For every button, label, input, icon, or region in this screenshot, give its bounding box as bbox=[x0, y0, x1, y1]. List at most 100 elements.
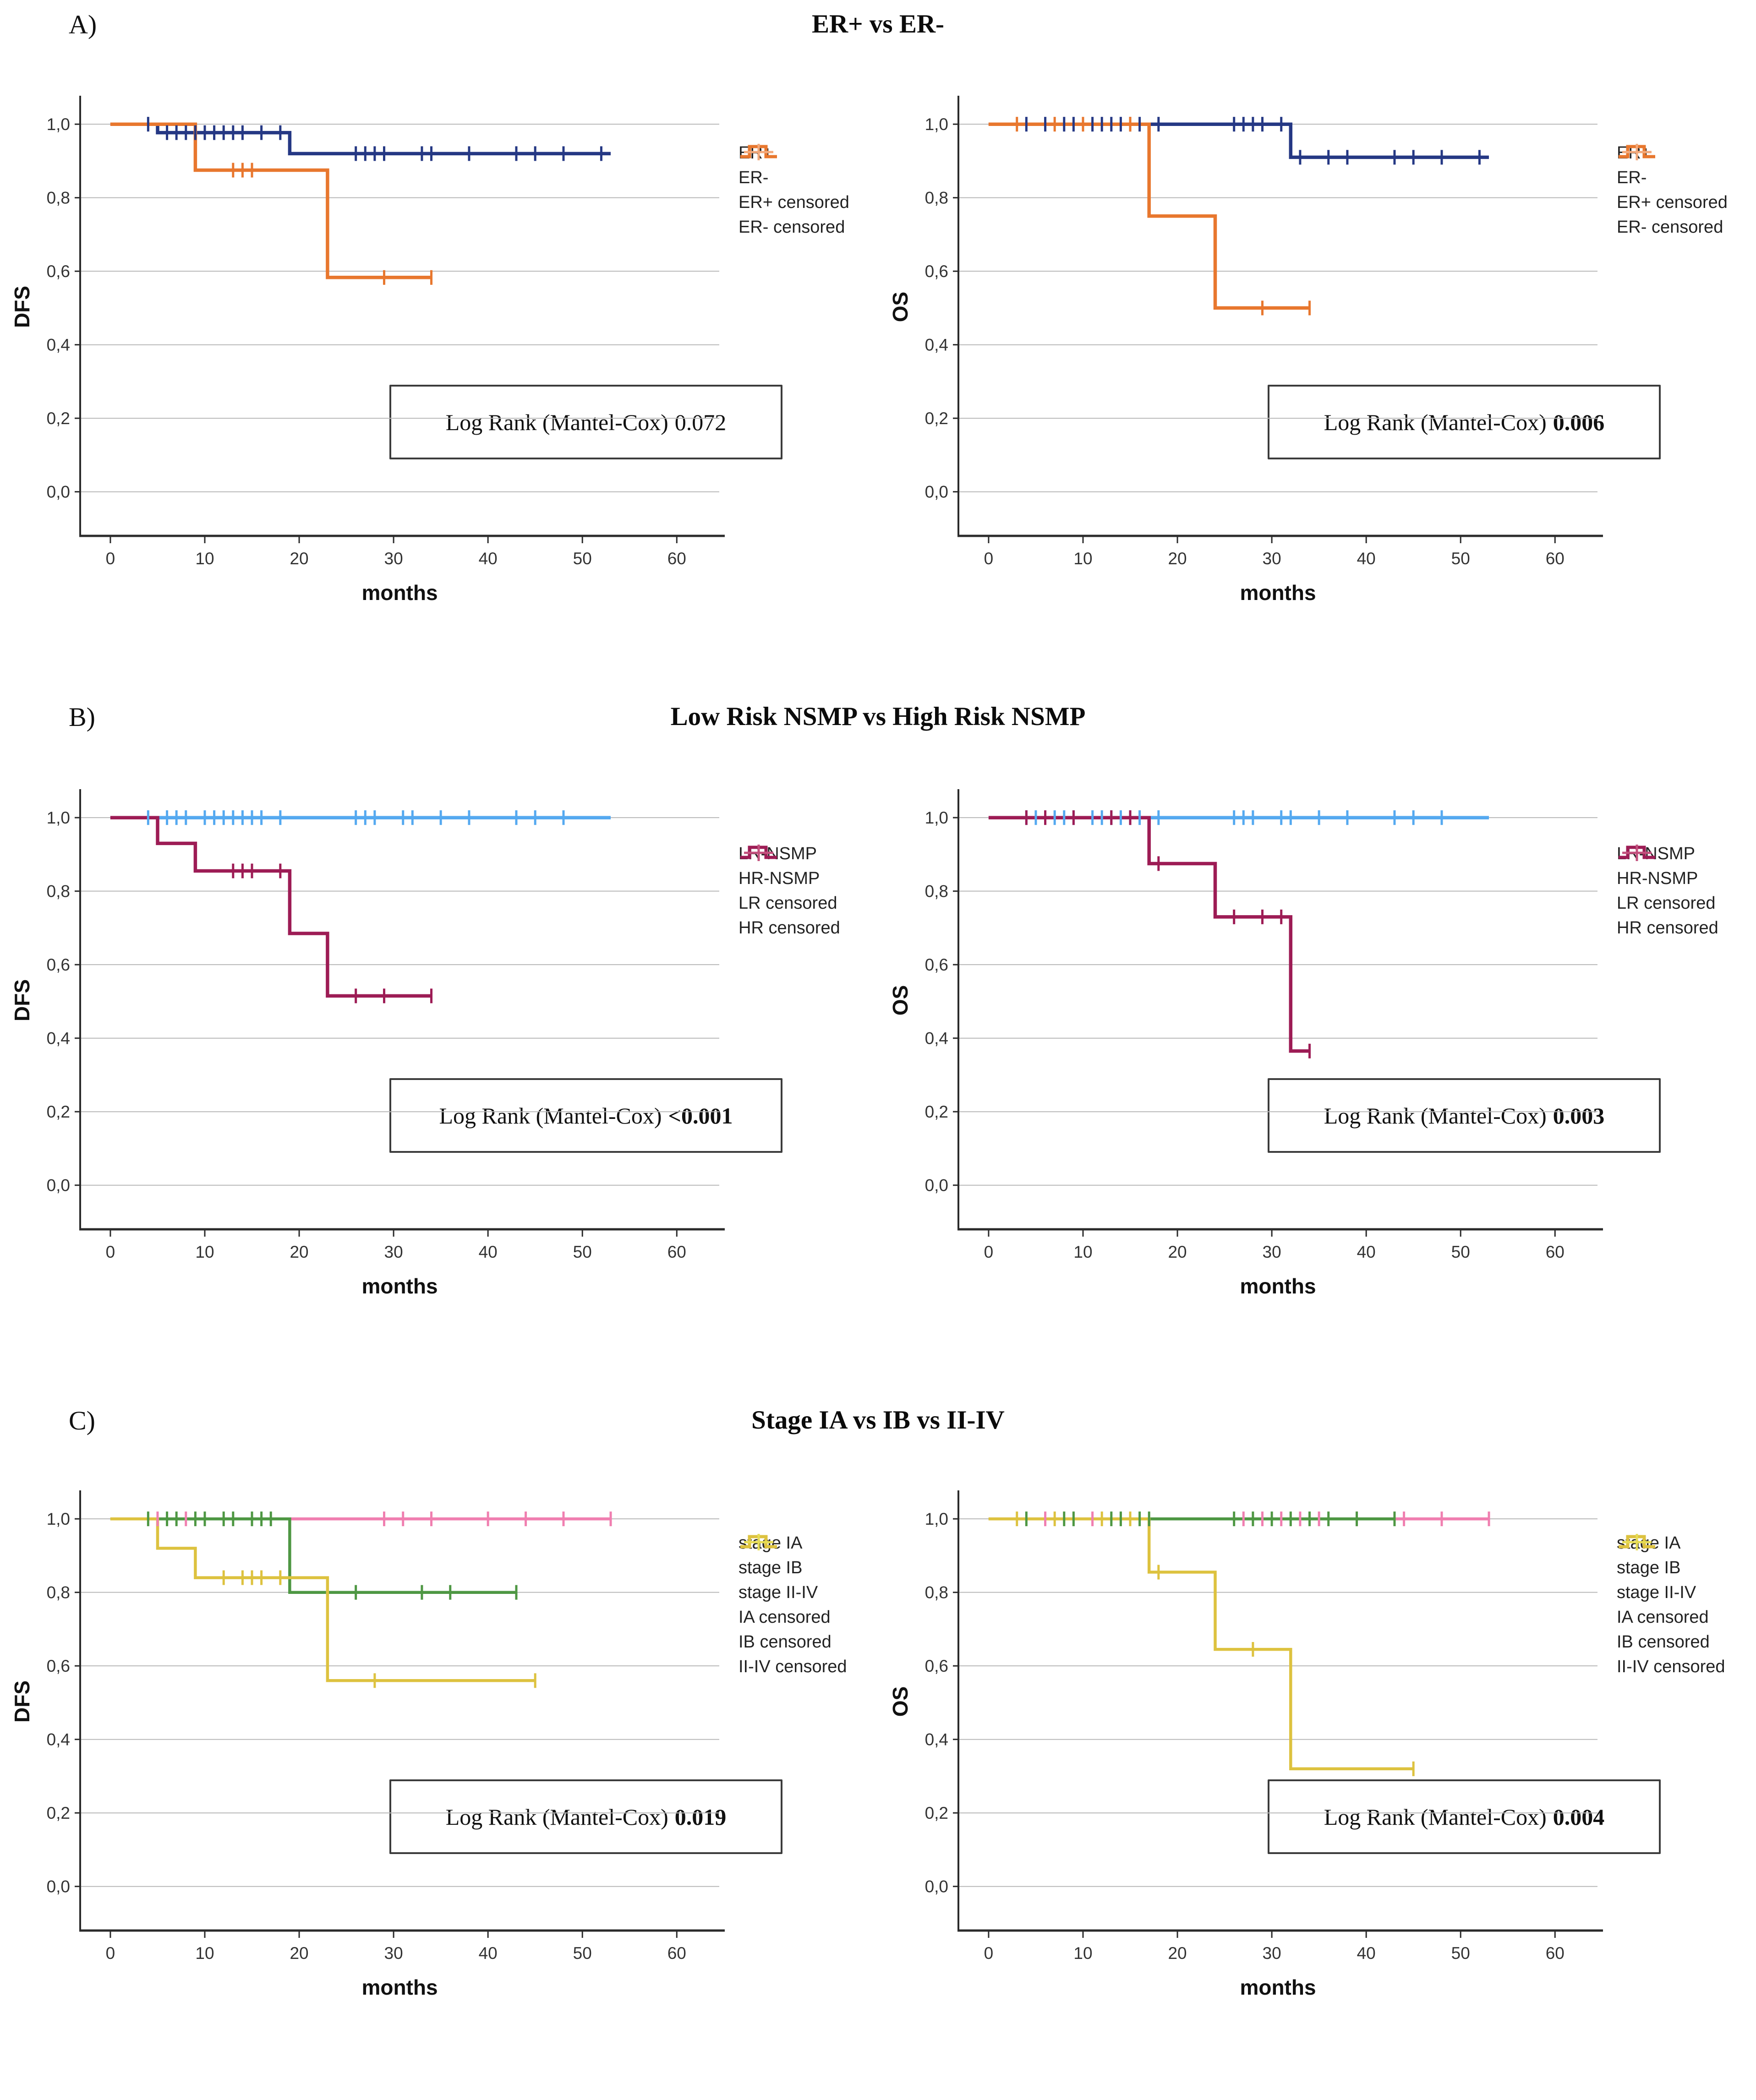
x-tick-label: 30 bbox=[384, 1944, 403, 1963]
legend-item: stage II-IV bbox=[1617, 1535, 1725, 1604]
y-tick-label: 0,0 bbox=[47, 1176, 70, 1195]
legend-item: IB censored bbox=[739, 1534, 847, 1653]
y-tick-label: 0,4 bbox=[47, 336, 70, 355]
y-tick-label: 0,2 bbox=[925, 409, 948, 428]
x-tick-label: 50 bbox=[573, 1944, 592, 1963]
legend-label: HR censored bbox=[739, 918, 840, 938]
x-tick-label: 20 bbox=[290, 1944, 308, 1963]
y-axis-title: DFS bbox=[10, 286, 34, 328]
km-plot-svg: 0,0 0,2 0,4 0,6 0,8 1,0 0 10 20 30 40 50 60 months DFS bbox=[10, 96, 725, 605]
y-tick-label: 1,0 bbox=[47, 1510, 70, 1528]
logrank-prefix: Log Rank (Mantel-Cox) bbox=[1324, 409, 1547, 435]
logrank-box: Log Rank (Mantel-Cox) 0.072 bbox=[389, 385, 782, 459]
logrank-prefix: Log Rank (Mantel-Cox) bbox=[1324, 1804, 1547, 1830]
y-tick-label: 1,0 bbox=[925, 808, 948, 827]
row-title-a: ER+ vs ER- bbox=[811, 10, 944, 38]
x-tick-label: 20 bbox=[290, 1243, 308, 1261]
legend-plus-icon bbox=[1622, 1534, 1652, 1550]
x-tick-label: 50 bbox=[1451, 1944, 1470, 1963]
legend-item: ER- censored bbox=[1617, 144, 1728, 238]
legend-plus-icon bbox=[744, 845, 773, 861]
x-tick-label: 50 bbox=[573, 549, 592, 568]
y-tick-label: 1,0 bbox=[47, 115, 70, 134]
legend: stage IA stage IB stage II-IV IA censored IB… bbox=[1617, 1532, 1725, 1678]
series-line-stage IB bbox=[110, 1517, 516, 1594]
row-title-b: Low Risk NSMP vs High Risk NSMP bbox=[670, 702, 1086, 731]
y-tick-label: 0,2 bbox=[47, 1804, 70, 1822]
legend: LR-NSMP HR-NSMP LR censored HR censored bbox=[739, 843, 840, 939]
legend-item: stage IB bbox=[739, 1535, 847, 1579]
legend-label: stage II-IV bbox=[1617, 1582, 1696, 1602]
y-tick-label: 0,8 bbox=[925, 882, 948, 901]
km-chart-a-os: Log Rank (Mantel-Cox) 0.006 0,0 0,2 0,4 0,6… bbox=[878, 64, 1756, 705]
y-tick-label: 0,0 bbox=[925, 1877, 948, 1896]
x-axis-title: months bbox=[1240, 1975, 1316, 1999]
legend: LR-NSMP HR-NSMP LR censored HR censored bbox=[1617, 843, 1718, 939]
y-tick-label: 0,6 bbox=[925, 955, 948, 974]
x-tick-label: 0 bbox=[106, 1944, 115, 1963]
legend-label: II-IV censored bbox=[739, 1657, 847, 1676]
x-tick-label: 20 bbox=[1168, 1944, 1187, 1963]
legend-label: ER+ censored bbox=[1617, 192, 1728, 212]
legend-item: stage IB bbox=[1617, 1535, 1725, 1579]
y-tick-label: 0,4 bbox=[47, 1730, 70, 1749]
x-axis-title: months bbox=[361, 1975, 438, 1999]
y-axis-title: DFS bbox=[10, 979, 34, 1021]
logrank-value: <0.001 bbox=[668, 1102, 733, 1129]
legend-label: LR censored bbox=[739, 893, 837, 913]
x-tick-label: 60 bbox=[667, 549, 686, 568]
legend-label: stage IB bbox=[1617, 1558, 1681, 1577]
x-tick-label: 30 bbox=[384, 1243, 403, 1261]
x-tick-label: 0 bbox=[106, 1243, 115, 1261]
legend-plus-icon bbox=[744, 1534, 773, 1550]
logrank-value: 0.003 bbox=[1553, 1102, 1605, 1129]
legend-item: ER+ censored bbox=[1617, 144, 1728, 213]
km-chart-c-os: Log Rank (Mantel-Cox) 0.004 0,0 0,2 0,4 0,6… bbox=[878, 1459, 1756, 2100]
legend-label: ER+ censored bbox=[739, 192, 849, 212]
y-tick-label: 0,6 bbox=[47, 955, 70, 974]
x-tick-label: 10 bbox=[1073, 1243, 1092, 1261]
legend-plus-icon bbox=[744, 144, 773, 160]
legend-label: HR-NSMP bbox=[1617, 868, 1698, 888]
y-tick-label: 0,8 bbox=[47, 189, 70, 207]
x-tick-label: 0 bbox=[984, 549, 994, 568]
legend-item: HR censored bbox=[739, 845, 840, 939]
logrank-prefix: Log Rank (Mantel-Cox) bbox=[1324, 1102, 1547, 1129]
legend-label: IB censored bbox=[1617, 1632, 1710, 1652]
x-tick-label: 50 bbox=[1451, 1243, 1470, 1261]
series-line-stage II-IV bbox=[110, 1517, 536, 1682]
km-plot-svg: 0,0 0,2 0,4 0,6 0,8 1,0 0 10 20 30 40 50 60 months OS bbox=[888, 1490, 1603, 1999]
y-tick-label: 0,2 bbox=[47, 1102, 70, 1121]
x-tick-label: 50 bbox=[573, 1243, 592, 1261]
x-tick-label: 0 bbox=[106, 549, 115, 568]
x-tick-label: 20 bbox=[1168, 549, 1187, 568]
logrank-box: Log Rank (Mantel-Cox) 0.004 bbox=[1268, 1779, 1661, 1854]
x-tick-label: 0 bbox=[984, 1944, 994, 1963]
legend-item: HR-NSMP bbox=[1617, 845, 1718, 889]
legend-item: LR censored bbox=[739, 845, 840, 914]
x-tick-label: 30 bbox=[1263, 549, 1281, 568]
km-chart-b-dfs: Log Rank (Mantel-Cox) <0.001 0,0 0,2 0,4 0,… bbox=[0, 758, 878, 1399]
legend: ER+ ER- ER+ censored ER- censored bbox=[739, 142, 849, 238]
x-axis-title: months bbox=[361, 1274, 438, 1298]
logrank-box: Log Rank (Mantel-Cox) 0.003 bbox=[1268, 1078, 1661, 1153]
legend: ER+ ER- ER+ censored ER- censored bbox=[1617, 142, 1728, 238]
km-plot-svg: 0,0 0,2 0,4 0,6 0,8 1,0 0 10 20 30 40 50 60 months DFS bbox=[10, 789, 725, 1298]
y-tick-label: 0,4 bbox=[925, 1730, 948, 1749]
y-tick-label: 0,0 bbox=[47, 1877, 70, 1896]
x-tick-label: 20 bbox=[1168, 1243, 1187, 1261]
panel-letter-b: B) bbox=[69, 702, 95, 732]
panel-letter-c: C) bbox=[69, 1406, 95, 1435]
legend-label: IB censored bbox=[739, 1632, 832, 1652]
legend-label: ER- censored bbox=[739, 217, 845, 237]
y-tick-label: 1,0 bbox=[47, 808, 70, 827]
km-chart-a-dfs: Log Rank (Mantel-Cox) 0.072 0,0 0,2 0,4 0,6… bbox=[0, 64, 878, 705]
x-tick-label: 10 bbox=[1073, 1944, 1092, 1963]
legend-item: HR censored bbox=[1617, 845, 1718, 939]
y-tick-label: 0,2 bbox=[925, 1804, 948, 1822]
x-tick-label: 60 bbox=[1546, 1944, 1565, 1963]
km-plot-svg: 0,0 0,2 0,4 0,6 0,8 1,0 0 10 20 30 40 50 60 months DFS bbox=[10, 1490, 725, 1999]
y-tick-label: 0,8 bbox=[925, 189, 948, 207]
legend-item: stage II-IV bbox=[739, 1535, 847, 1604]
x-tick-label: 50 bbox=[1451, 549, 1470, 568]
